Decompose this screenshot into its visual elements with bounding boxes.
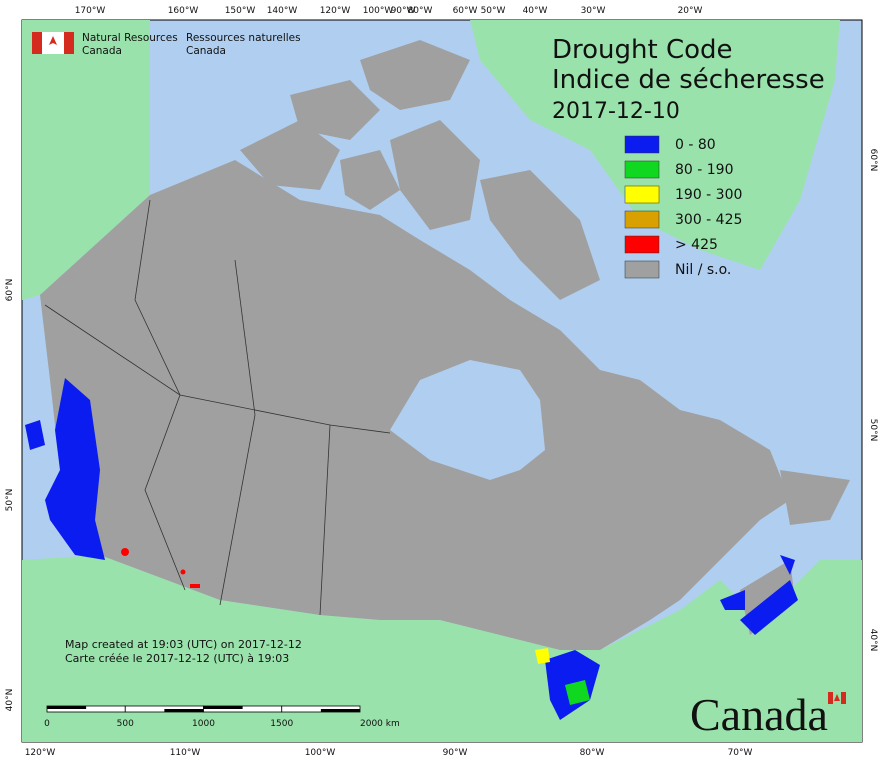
usa [22,555,862,742]
legend-swatch [624,135,660,154]
legend-swatch [624,260,660,279]
wordmark-flag [828,692,846,704]
scale-segment [47,706,87,709]
logo: Natural Resources Canada Ressources natu… [32,32,301,57]
bc-island [25,420,45,450]
legend-label: 300 - 425 [675,212,742,228]
longitude-label: 100°W [305,748,336,758]
legend-swatch [624,160,660,179]
longitude-label: 80°W [580,748,605,758]
border [319,424,331,616]
longitude-label: 160°W [168,6,199,16]
scale-label: 0 [44,719,50,729]
alaska [22,20,150,300]
scale-label: 2000 km [360,719,400,729]
borders [44,199,391,616]
atlantic-land [740,470,850,635]
scale-segment [164,709,204,712]
maple-leaf [49,36,57,45]
legend-label: 80 - 190 [675,162,734,178]
bc-coast [45,378,105,560]
latitude-label: 50°N [868,419,878,442]
longitude-label: 20°W [678,6,703,16]
longitude-label: 120°W [25,748,56,758]
legend-swatch [624,235,660,254]
flag-band [32,32,42,54]
date: 2017-12-10 [552,99,680,124]
flag-band [64,32,74,54]
scale-label: 1000 [192,719,215,729]
hudson-bay [390,360,545,480]
border [44,304,391,434]
atlantic-patch [720,555,798,635]
bc-red [121,548,129,556]
latitude-label: 60°N [868,149,878,172]
border [134,199,181,396]
agency-fr: Ressources naturelles [186,32,301,44]
longitude-label: 90°W [443,748,468,758]
legend-swatch [624,210,660,229]
agency-en: Canada [82,45,122,57]
legend-swatch [624,185,660,204]
wordmark: Canada [690,689,828,740]
ab-red [180,569,186,575]
note: Carte créée le 2017-12-12 (UTC) à 19:03 [65,652,289,665]
longitude-label: 50°W [481,6,506,16]
drought-patches [25,378,798,720]
ab-red [190,584,200,588]
flag-band [841,692,846,704]
scale-bar: 0 500 1000 1500 2000 km [44,705,400,729]
subtitle: Indice de sécheresse [552,65,825,95]
longitude-label: 80°W [408,6,433,16]
scale-label: 500 [117,719,134,729]
latitude-label: 40°N [5,689,15,712]
border [234,259,256,416]
longitude-label: 60°W [453,6,478,16]
longitude-label: 90°W [391,6,416,16]
longitude-label: 100°W [363,6,394,16]
longitude-label: 70°W [728,748,753,758]
longitude-label: 170°W [75,6,106,16]
title: Drought Code [552,35,733,65]
latitude-label: 40°N [868,629,878,652]
border [219,414,256,606]
longitude-label: 150°W [225,6,256,16]
longitude-label: 30°W [581,6,606,16]
legend-label: > 425 [675,237,718,253]
latitude-label: 50°N [5,489,15,512]
agency-en: Natural Resources [82,32,178,44]
latitude-label: 60°N [5,279,15,302]
longitude-label: 40°W [523,6,548,16]
legend-label: 190 - 300 [675,187,742,203]
maple-leaf [834,694,840,701]
note: Map created at 19:03 (UTC) on 2017-12-12 [65,638,302,651]
longitude-label: 120°W [320,6,351,16]
land [22,20,862,742]
scale-segment [320,709,360,712]
axis-labels: 170°W 160°W 150°W 140°W 120°W 100°W90°W80°W 60… [5,6,878,758]
border [144,394,186,591]
agency-fr: Canada [186,45,226,57]
longitude-label: 110°W [170,748,201,758]
arctic-islands [240,40,600,300]
legend-label: 0 - 80 [675,137,716,153]
scale-label: 1500 [270,719,293,729]
ontario-patch [535,648,550,664]
longitude-label: 140°W [267,6,298,16]
legend-label: Nil / s.o. [675,262,731,278]
ontario-patch [565,680,590,705]
legend: 0 - 80 80 - 190 190 - 300 300 - 425 > 425 Nil… [624,135,742,279]
scale-segment [203,706,243,709]
flag-band [828,692,833,704]
